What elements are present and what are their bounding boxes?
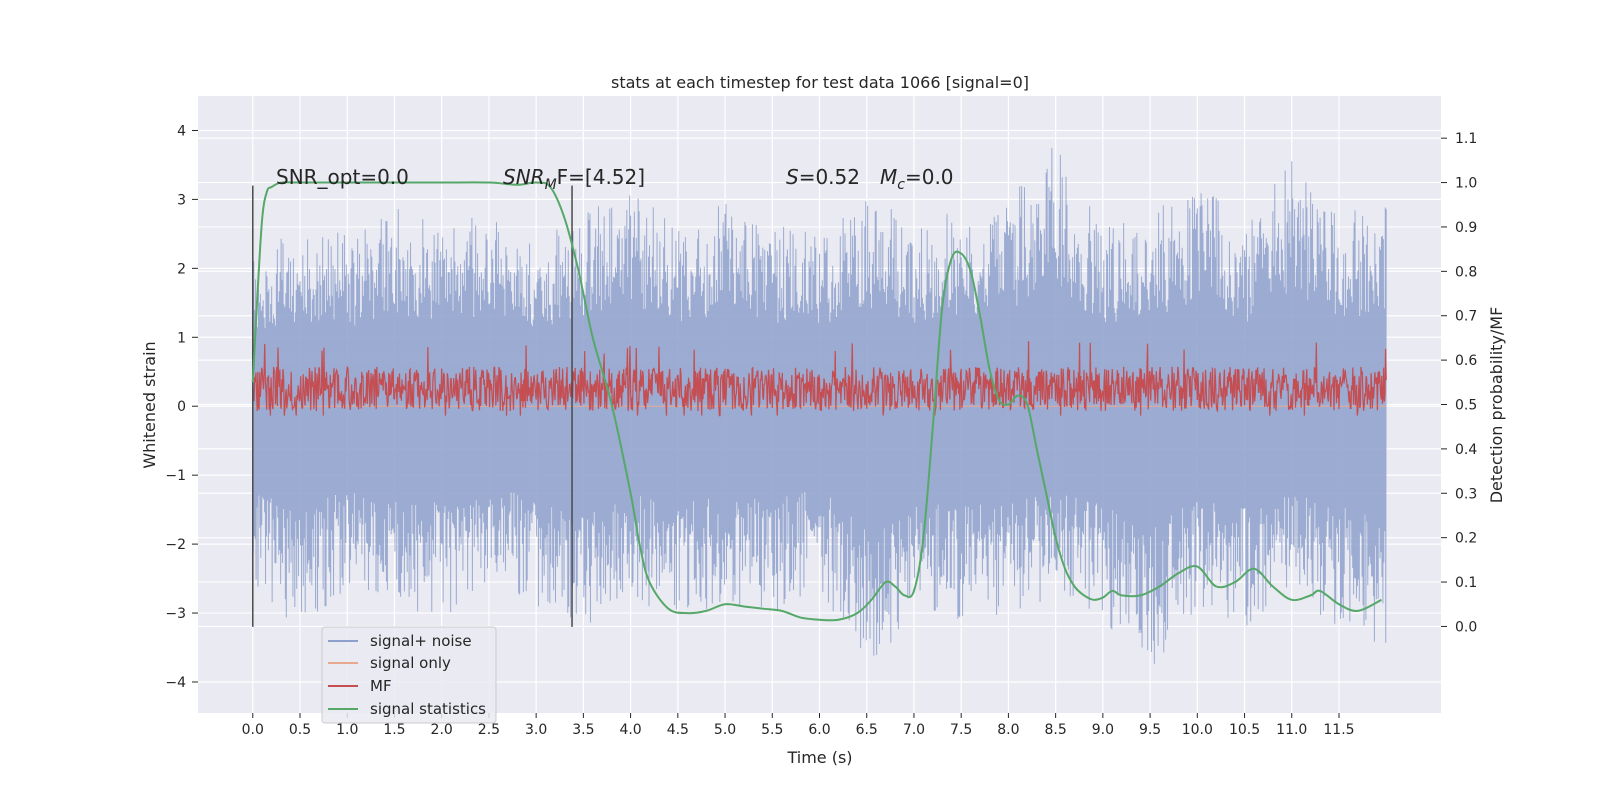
x-tick-label: 5.5 <box>761 722 783 738</box>
x-tick-label: 11.5 <box>1323 722 1354 738</box>
y2-tick-label: 0.0 <box>1455 619 1477 635</box>
signal-noise-line <box>252 147 1387 664</box>
vertical-markers <box>252 185 573 627</box>
y2-tick-label: 0.9 <box>1455 220 1477 236</box>
y-tick-label: −3 <box>165 606 186 622</box>
tick-labels: 0.0 0.5 1.0 1.5 2.0 2.5 3.0 3.5 4.0 4.5 5.0 5.5 6.0 6… <box>165 123 1477 738</box>
y-tick-label: 4 <box>177 123 186 139</box>
y2-tick-label: 0.7 <box>1455 309 1477 325</box>
y-tick-label: 0 <box>177 399 186 415</box>
x-tick-label: 9.5 <box>1139 722 1161 738</box>
y2-tick-label: 0.6 <box>1455 353 1477 369</box>
x-tick-label: 7.0 <box>903 722 925 738</box>
y-tick-label: 2 <box>177 261 186 277</box>
signal-statistics-series <box>251 181 1382 622</box>
legend-label-signal-only: signal only <box>370 654 451 672</box>
y-tick-label: −2 <box>165 537 186 553</box>
x-axis-label: Time (s) <box>786 748 852 767</box>
x-tick-label: 4.0 <box>619 722 641 738</box>
x-tick-label: 3.0 <box>525 722 547 738</box>
legend-box <box>321 626 497 724</box>
annotation-mc: Mc=0.0 <box>880 165 954 193</box>
signal-statistics-line <box>251 181 1382 622</box>
mf-line <box>252 341 1387 417</box>
x-tick-label: 11.0 <box>1276 722 1307 738</box>
x-tick-label: 4.5 <box>667 722 689 738</box>
y-tick-label: 3 <box>177 192 186 208</box>
x-tick-label: 10.0 <box>1182 722 1213 738</box>
y2-tick-label: 0.5 <box>1455 398 1477 414</box>
annotation-s: S=0.52 <box>786 165 860 189</box>
legend-label-mf: MF <box>370 677 392 695</box>
x-tick-label: 2.5 <box>478 722 500 738</box>
y2-tick-label: 0.3 <box>1455 486 1477 502</box>
y2-tick-label: 0.8 <box>1455 264 1477 280</box>
x-tick-label: 1.0 <box>336 722 358 738</box>
x-tick-label: 10.5 <box>1229 722 1260 738</box>
y2-tick-label: 0.4 <box>1455 442 1477 458</box>
y2-axis-label: Detection probability/MF <box>1487 307 1506 504</box>
annotation-snr-mf: SNRMF=[4.52] <box>503 165 645 193</box>
x-tick-label: 0.5 <box>289 722 311 738</box>
mf-series <box>252 341 1387 417</box>
legend-label-signal-statistics: signal statistics <box>370 700 486 718</box>
y-axis-label: Whitened strain <box>140 341 159 468</box>
x-tick-label: 7.5 <box>950 722 972 738</box>
legend-label-signal-noise: signal+ noise <box>370 632 472 650</box>
x-tick-label: 9.0 <box>1092 722 1114 738</box>
x-tick-label: 6.0 <box>808 722 830 738</box>
x-tick-label: 6.5 <box>856 722 878 738</box>
y2-tick-label: 1.0 <box>1455 176 1477 192</box>
x-tick-label: 8.0 <box>997 722 1019 738</box>
legend: signal+ noise signal only MF signal stat… <box>321 626 497 724</box>
x-tick-label: 3.5 <box>572 722 594 738</box>
y2-tick-label: 1.1 <box>1455 131 1477 147</box>
y-tick-label: −4 <box>165 675 186 691</box>
y2-tick-label: 0.1 <box>1455 575 1477 591</box>
x-tick-label: 1.5 <box>383 722 405 738</box>
x-tick-label: 2.0 <box>431 722 453 738</box>
chart-title: stats at each timestep for test data 106… <box>611 73 1029 92</box>
y2-tick-label: 0.2 <box>1455 531 1477 547</box>
y-tick-label: −1 <box>165 468 186 484</box>
y-tick-label: 1 <box>177 330 186 346</box>
x-tick-label: 8.5 <box>1044 722 1066 738</box>
x-tick-label: 0.0 <box>242 722 264 738</box>
x-tick-label: 5.0 <box>714 722 736 738</box>
annotation-snr-opt: SNR_opt=0.0 <box>276 165 409 189</box>
